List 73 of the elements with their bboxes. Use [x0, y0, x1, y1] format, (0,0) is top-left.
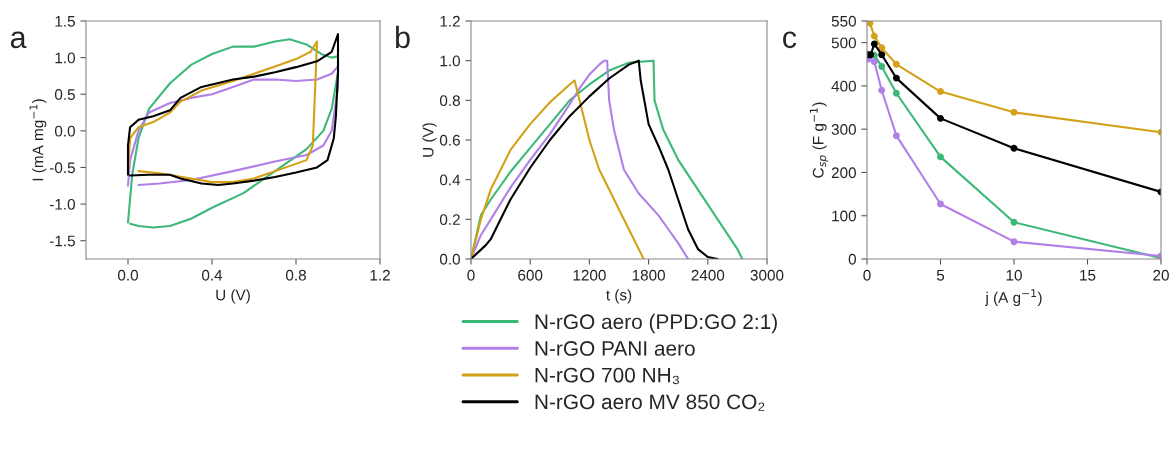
point: [937, 88, 944, 96]
y-tick-label: 400: [831, 80, 856, 92]
y-axis-title: I (mA mg$^{−1}$): [29, 99, 47, 181]
x-tick-label: 0: [863, 269, 871, 281]
y-tick-label: 0.0: [54, 125, 75, 137]
point: [892, 74, 900, 82]
line-series: [471, 79, 645, 259]
y-tick-label: 100: [832, 210, 856, 222]
y-tick-label: 0.2: [439, 214, 460, 226]
point: [870, 58, 878, 66]
x-tick-label: 2400: [691, 269, 725, 281]
point: [878, 86, 886, 94]
x-tick-label: 600: [518, 269, 543, 281]
y-tick-label: 0.5: [54, 89, 75, 100]
point: [937, 200, 944, 208]
y-tick-label: 1.5: [55, 16, 75, 27]
y-tick-label: 500: [831, 37, 856, 49]
x-axis-title: t (s): [606, 289, 632, 304]
x-axis-title: j (A g$^{−1}$): [985, 289, 1042, 307]
x-tick-label: 0: [467, 269, 475, 281]
x-tick-label: 1.2: [370, 269, 390, 281]
point: [878, 44, 886, 52]
y-tick-label: 550: [831, 15, 856, 27]
y-tick-label: 1.0: [440, 55, 460, 67]
x-tick-label: 5: [936, 269, 945, 281]
line-series: [126, 38, 340, 229]
point: [878, 51, 886, 59]
x-tick-label: 15: [1080, 269, 1096, 281]
text: b: [396, 25, 410, 49]
y-tick-label: 200: [831, 167, 856, 179]
x-tick-label: 0.0: [117, 269, 139, 281]
y-tick-label: 0.6: [439, 134, 460, 146]
line-series: [126, 65, 340, 187]
point: [937, 153, 944, 161]
x-tick-label: 1200: [573, 269, 606, 281]
x-tick-label: 0.8: [285, 269, 306, 281]
y-tick-label: 1.0: [55, 52, 75, 64]
legend-label: N-rGO aero (PPD:GO 2:1): [535, 313, 777, 334]
y-tick-label: 1.2: [440, 15, 460, 27]
point: [892, 89, 900, 97]
legend-label: N-rGO PANI aero: [535, 341, 695, 356]
point: [1010, 238, 1018, 246]
point: [1010, 144, 1018, 152]
point: [870, 40, 878, 48]
x-axis-title: U (V): [216, 289, 250, 304]
line-series: [126, 33, 340, 187]
y-tick-label: 0.8: [439, 95, 460, 107]
point: [870, 32, 878, 40]
x-tick-label: 10: [1006, 269, 1022, 281]
y-tick-label: 300: [831, 124, 856, 135]
line-series: [126, 40, 319, 184]
point: [937, 114, 944, 122]
y-tick-label: 0.0: [439, 253, 460, 265]
text: a: [10, 31, 27, 49]
point: [1010, 218, 1018, 226]
y-tick-label: -0.5: [49, 162, 75, 174]
x-tick-label: 1800: [632, 269, 665, 281]
point: [892, 132, 900, 140]
x-tick-label: 20: [1153, 269, 1169, 281]
x-tick-label: 3000: [750, 269, 784, 281]
legend-label: N-rGO aero MV 850 CO₂: [535, 394, 765, 411]
point: [892, 60, 900, 68]
y-tick-label: 0.4: [439, 174, 461, 186]
point: [1010, 108, 1018, 116]
text: c: [783, 31, 797, 49]
point: [878, 62, 886, 70]
y-axis-title: U (V): [422, 123, 437, 157]
y-tick-label: -1.5: [49, 235, 75, 247]
x-tick-label: 0.4: [201, 269, 223, 281]
y-tick-label: 0: [848, 253, 856, 265]
legend-label: N-rGO 700 NH₃: [535, 367, 679, 385]
y-axis-title: C$_{sp}$ (F g$^{−1}$): [809, 102, 829, 178]
y-tick-label: -1.0: [49, 198, 75, 210]
